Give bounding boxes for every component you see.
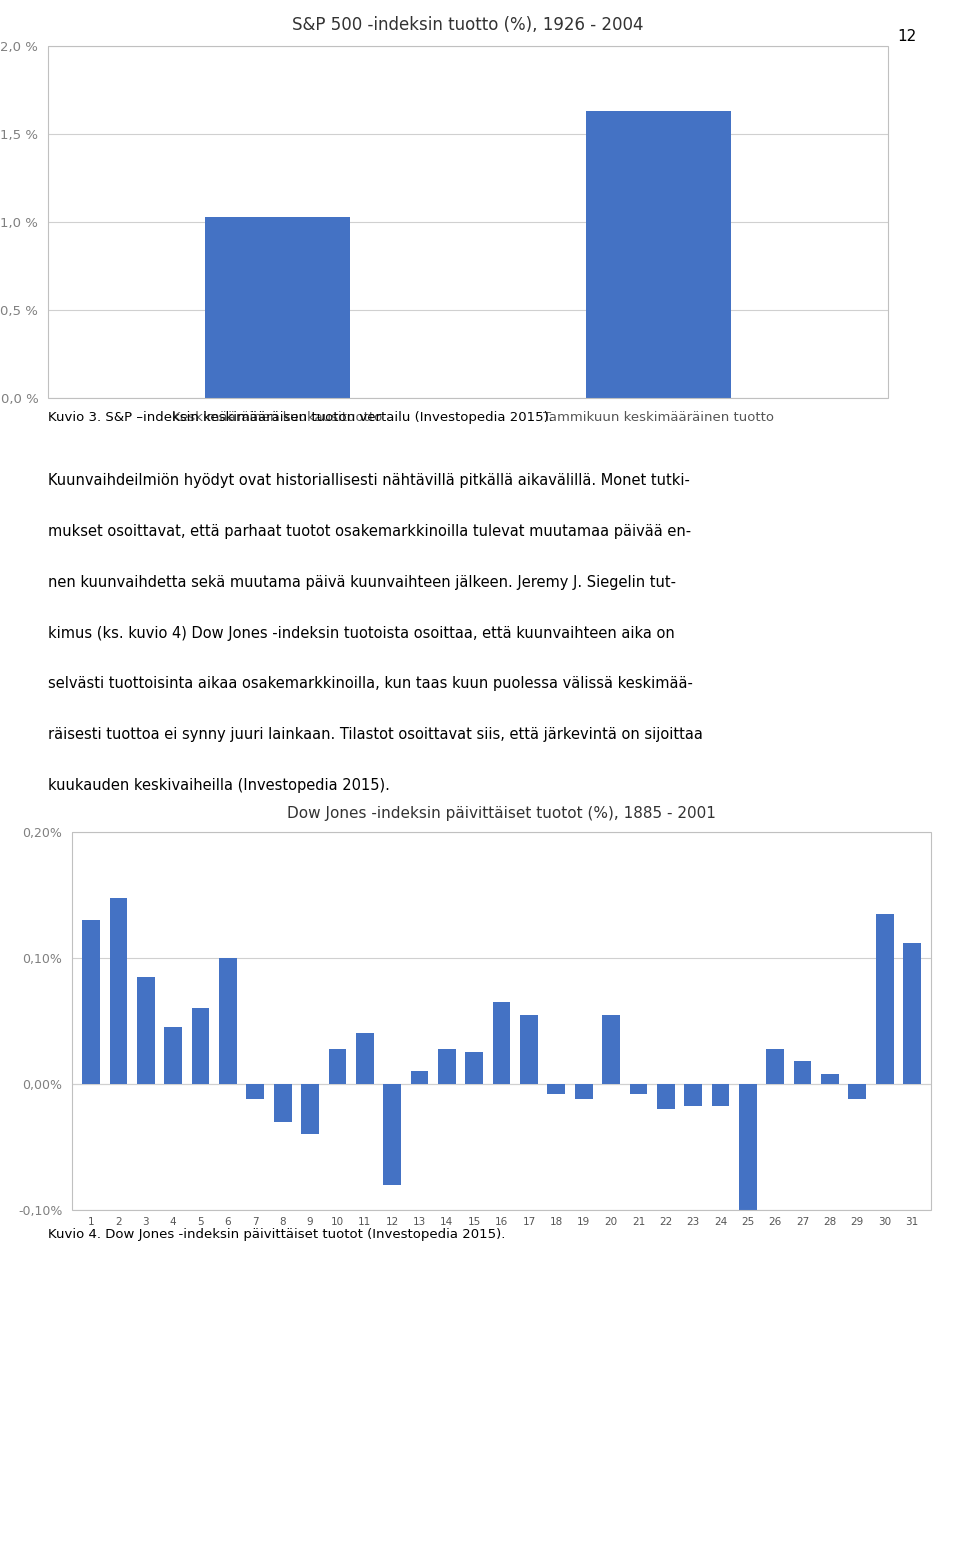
Text: kuukauden keskivaiheilla (Investopedia 2015).: kuukauden keskivaiheilla (Investopedia 2…: [48, 778, 390, 794]
Bar: [109, 897, 128, 1083]
Text: Kuvio 3. S&P –indeksin keskimääräisen tuoton vertailu (Investopedia 2015).: Kuvio 3. S&P –indeksin keskimääräisen tu…: [48, 411, 553, 424]
Bar: [630, 1083, 647, 1094]
Bar: [204, 217, 349, 398]
Bar: [587, 111, 732, 398]
Bar: [794, 1062, 811, 1083]
Bar: [849, 1083, 866, 1099]
Bar: [301, 1083, 319, 1134]
Text: selvästi tuottoisinta aikaa osakemarkkinoilla, kun taas kuun puolessa välissä ke: selvästi tuottoisinta aikaa osakemarkkin…: [48, 676, 693, 692]
Text: mukset osoittavat, että parhaat tuotot osakemarkkinoilla tulevat muutamaa päivää: mukset osoittavat, että parhaat tuotot o…: [48, 524, 691, 539]
Title: S&P 500 -indeksin tuotto (%), 1926 - 2004: S&P 500 -indeksin tuotto (%), 1926 - 200…: [292, 15, 644, 34]
Bar: [876, 914, 894, 1083]
Text: Kuvio 4. Dow Jones -indeksin päivittäiset tuotot (Investopedia 2015).: Kuvio 4. Dow Jones -indeksin päivittäise…: [48, 1228, 505, 1241]
Text: Kuunvaihdeilmiön hyödyt ovat historiallisesti nähtävillä pitkällä aikavälillä. M: Kuunvaihdeilmiön hyödyt ovat historialli…: [48, 473, 690, 488]
Text: räisesti tuottoa ei synny juuri lainkaan. Tilastot osoittavat siis, että järkevi: räisesti tuottoa ei synny juuri lainkaan…: [48, 727, 703, 743]
Text: nen kuunvaihdetta sekä muutama päivä kuunvaihteen jälkeen. Jeremy J. Siegelin tu: nen kuunvaihdetta sekä muutama päivä kuu…: [48, 575, 676, 590]
Bar: [684, 1083, 702, 1106]
Bar: [711, 1083, 730, 1106]
Bar: [328, 1048, 347, 1083]
Title: Dow Jones -indeksin päivittäiset tuotot (%), 1885 - 2001: Dow Jones -indeksin päivittäiset tuotot …: [287, 806, 716, 821]
Bar: [137, 977, 155, 1083]
Bar: [274, 1083, 292, 1122]
Bar: [164, 1028, 182, 1083]
Bar: [821, 1074, 839, 1083]
Bar: [492, 1002, 511, 1083]
Bar: [219, 959, 237, 1083]
Bar: [547, 1083, 565, 1094]
Bar: [766, 1048, 784, 1083]
Bar: [383, 1083, 401, 1185]
Bar: [657, 1083, 675, 1110]
Text: 12: 12: [898, 29, 917, 45]
Bar: [602, 1014, 620, 1083]
Bar: [438, 1048, 456, 1083]
Bar: [356, 1034, 373, 1083]
Bar: [739, 1083, 756, 1210]
Bar: [247, 1083, 264, 1099]
Bar: [575, 1083, 592, 1099]
Bar: [903, 943, 921, 1083]
Text: kimus (ks. kuvio 4) Dow Jones -indeksin tuotoista osoittaa, että kuunvaihteen ai: kimus (ks. kuvio 4) Dow Jones -indeksin …: [48, 626, 675, 641]
Bar: [520, 1014, 538, 1083]
Bar: [192, 1008, 209, 1083]
Bar: [83, 920, 100, 1083]
Bar: [411, 1071, 428, 1083]
Bar: [466, 1053, 483, 1083]
